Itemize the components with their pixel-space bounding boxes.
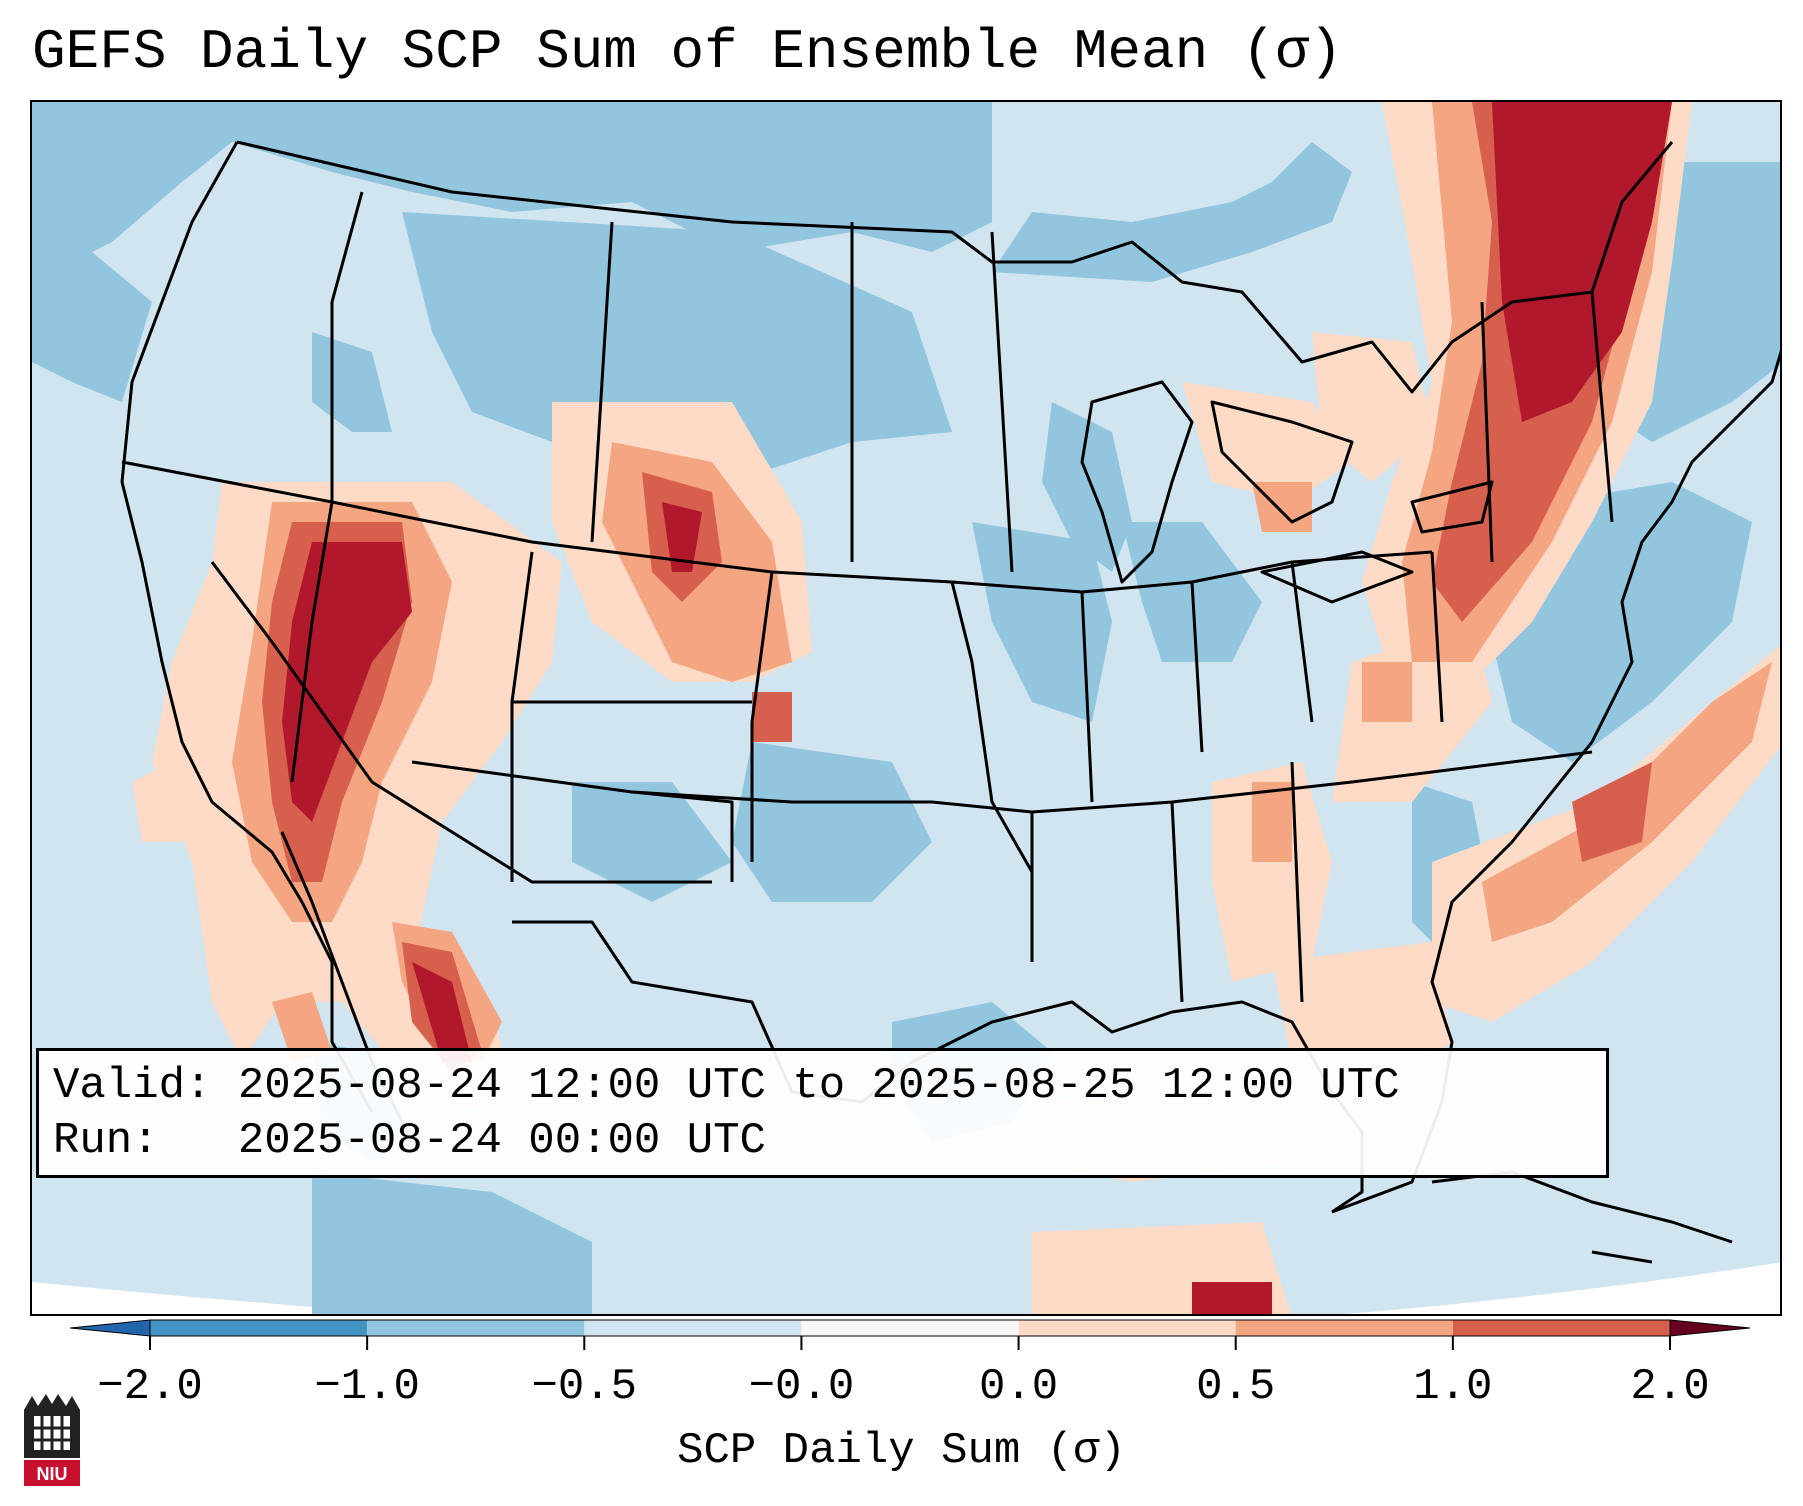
valid-run-annotation: Valid: 2025-08-24 12:00 UTC to 2025-08-2… <box>36 1048 1609 1178</box>
figure-title: GEFS Daily SCP Sum of Ensemble Mean (σ) <box>32 20 1343 84</box>
colorbar-ticks <box>149 1336 1671 1350</box>
colorbar-cell <box>1235 1320 1453 1336</box>
great-lakes <box>1080 380 1494 604</box>
state-lines <box>121 191 1614 1003</box>
logo-window-grid <box>34 1416 70 1450</box>
logo-text: NIU <box>37 1464 68 1484</box>
colorbar-label: SCP Daily Sum (σ) <box>677 1426 1126 1476</box>
valid-line: Valid: 2025-08-24 12:00 UTC to 2025-08-2… <box>53 1059 1592 1114</box>
colorbar-tick-label: 1.0 <box>1413 1362 1493 1412</box>
valid-label: Valid: <box>53 1061 212 1111</box>
west-coast <box>120 141 374 1113</box>
run-label: Run: <box>53 1116 159 1166</box>
colorbar-cell <box>1452 1320 1670 1336</box>
colorbar-tick-label: 2.0 <box>1630 1362 1710 1412</box>
colorbar-tick-label: −0.5 <box>531 1362 638 1412</box>
colorbar-tick-label: −0.0 <box>748 1362 855 1412</box>
colorbar-cell <box>584 1320 802 1336</box>
colorbar-cell <box>801 1320 1019 1336</box>
run-line: Run: 2025-08-24 00:00 UTC <box>53 1114 1592 1169</box>
us-canada-border <box>236 140 1674 394</box>
valid-text: 2025-08-24 12:00 UTC to 2025-08-25 12:00… <box>237 1061 1400 1111</box>
projection-edge <box>32 1262 1780 1314</box>
below-normal-regions <box>32 102 1780 1314</box>
run-text: 2025-08-24 00:00 UTC <box>237 1116 766 1166</box>
colorbar-cell <box>150 1320 368 1336</box>
colorbar-cells <box>149 1319 1671 1337</box>
colorbar-high-extension <box>1669 1319 1750 1337</box>
niu-logo: NIU <box>24 1394 80 1486</box>
colorbar-tick-label: 0.5 <box>1196 1362 1276 1412</box>
colorbar-tick-label: 0.0 <box>978 1362 1059 1412</box>
colorbar-tick-label: −1.0 <box>314 1362 420 1412</box>
colorbar-cell <box>367 1320 585 1336</box>
colorbar <box>70 1319 1750 1350</box>
colorbar-tick-label: −2.0 <box>97 1362 203 1412</box>
logo-banner <box>24 1460 80 1486</box>
colorbar-cell <box>1018 1320 1236 1336</box>
colorbar-low-extension <box>70 1319 151 1337</box>
